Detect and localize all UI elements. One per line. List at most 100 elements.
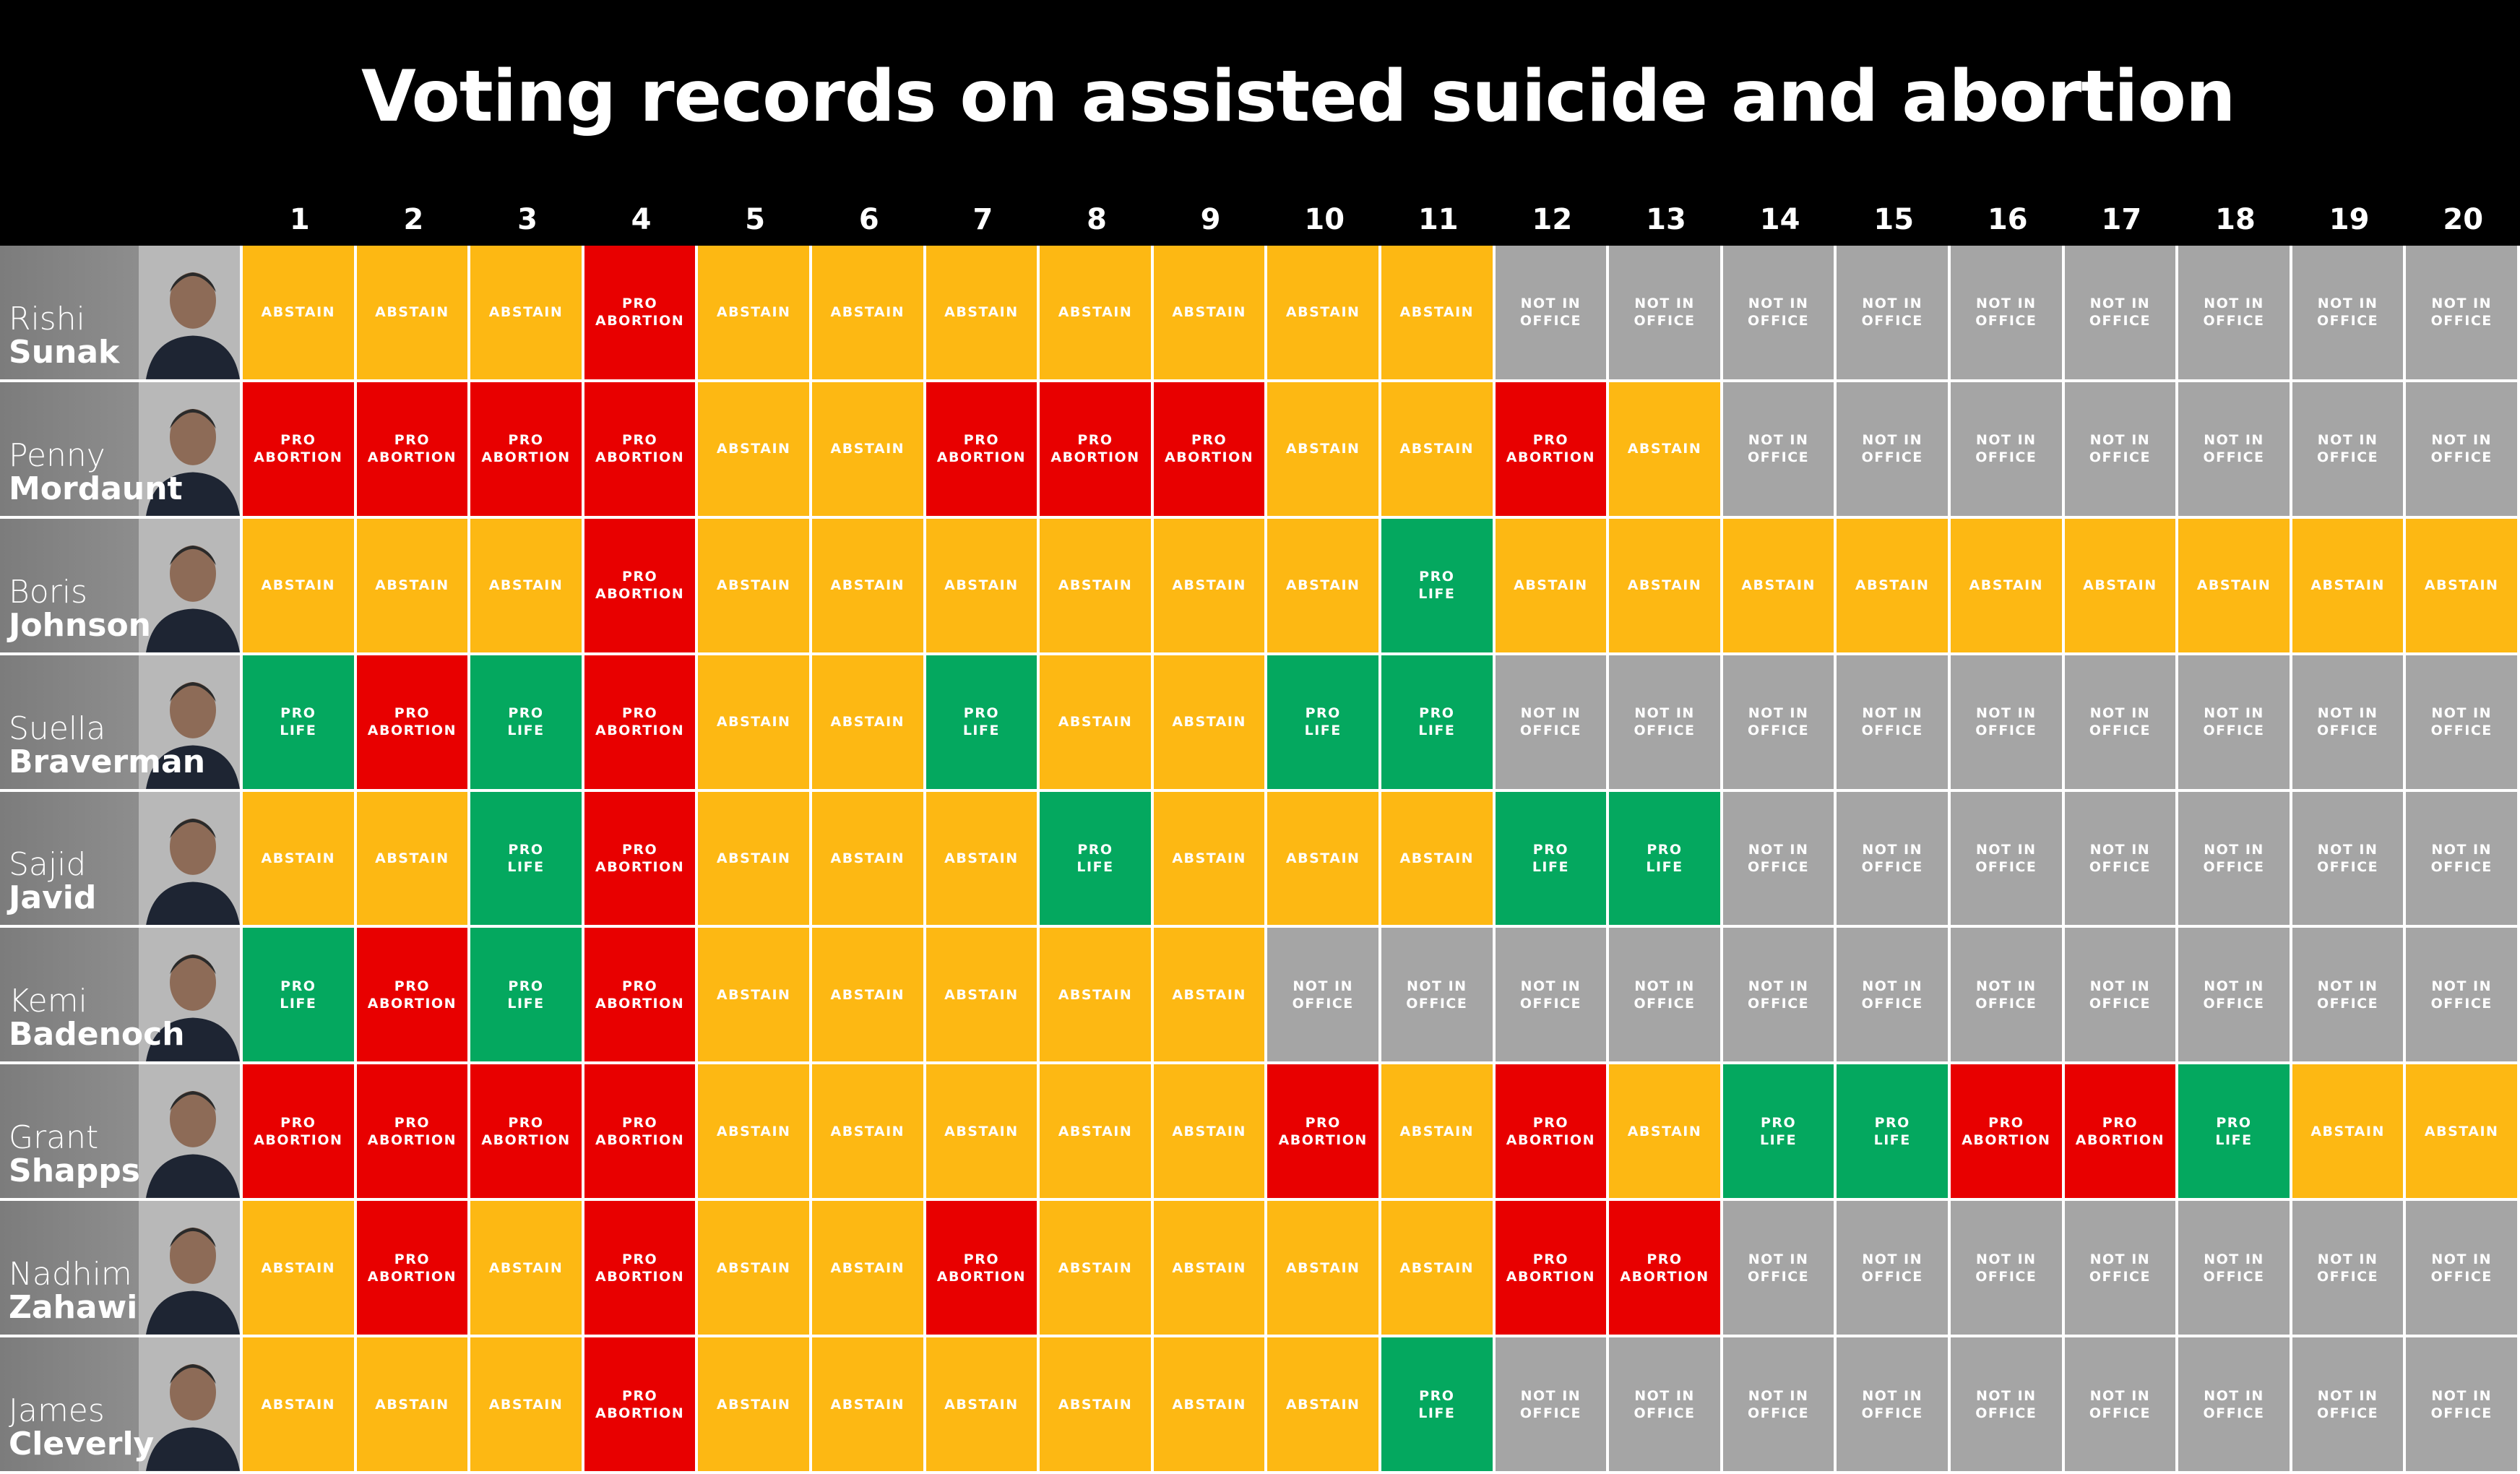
vote-cell: ABSTAIN xyxy=(812,791,926,928)
vote-cell: ABSTAIN xyxy=(470,1201,584,1338)
vote-cell: NOT IN OFFICE xyxy=(2292,1337,2407,1474)
vote-cell: NOT IN OFFICE xyxy=(1722,246,1837,382)
vote-cell: PRO LIFE xyxy=(1040,791,1154,928)
vote-cell: NOT IN OFFICE xyxy=(1722,655,1837,792)
vote-cell: PRO LIFE xyxy=(243,928,357,1065)
vote-cell: ABSTAIN xyxy=(1040,1064,1154,1202)
vote-cell: PRO LIFE xyxy=(1609,791,1723,928)
vote-cell: NOT IN OFFICE xyxy=(2178,1201,2292,1338)
portrait xyxy=(139,382,240,516)
corner xyxy=(0,194,243,246)
vote-cell: NOT IN OFFICE xyxy=(1837,1201,1951,1338)
portrait xyxy=(139,655,240,789)
column-header: 15 xyxy=(1837,194,1951,246)
last-name: Braverman xyxy=(9,743,206,780)
name-text: Kemi Badenoch xyxy=(9,985,185,1051)
name-text: Sajid Javid xyxy=(9,848,96,915)
vote-cell: PRO LIFE xyxy=(1837,1064,1951,1202)
member-name: Rishi Sunak xyxy=(0,246,243,382)
vote-cell: NOT IN OFFICE xyxy=(2406,655,2520,792)
vote-cell: ABSTAIN xyxy=(470,1337,584,1474)
column-header: 12 xyxy=(1495,194,1610,246)
vote-cell: ABSTAIN xyxy=(812,1064,926,1202)
last-name: Badenoch xyxy=(9,1016,185,1053)
vote-cell: NOT IN OFFICE xyxy=(2406,1201,2520,1338)
vote-cell: ABSTAIN xyxy=(356,791,471,928)
vote-cell: PRO ABORTION xyxy=(356,1201,471,1338)
vote-cell: NOT IN OFFICE xyxy=(1495,1337,1610,1474)
vote-cell: ABSTAIN xyxy=(925,246,1040,382)
column-header: 9 xyxy=(1153,194,1268,246)
column-header: 5 xyxy=(698,194,812,246)
last-name: Javid xyxy=(9,879,97,917)
portrait xyxy=(139,791,240,926)
vote-cell: ABSTAIN xyxy=(1722,518,1837,655)
vote-cell: ABSTAIN xyxy=(1381,791,1496,928)
vote-cell: PRO ABORTION xyxy=(470,1064,584,1202)
member-name: James Cleverly xyxy=(0,1337,243,1474)
vote-cell: ABSTAIN xyxy=(243,246,357,382)
vote-cell: ABSTAIN xyxy=(1495,518,1610,655)
vote-cell: ABSTAIN xyxy=(356,1337,471,1474)
vote-cell: ABSTAIN xyxy=(698,518,812,655)
vote-cell: ABSTAIN xyxy=(698,246,812,382)
last-name: Mordaunt xyxy=(9,470,183,507)
vote-cell: PRO ABORTION xyxy=(584,1064,699,1202)
vote-cell: NOT IN OFFICE xyxy=(1495,246,1610,382)
vote-cell: PRO LIFE xyxy=(1722,1064,1837,1202)
vote-cell: PRO ABORTION xyxy=(584,655,699,792)
vote-cell: ABSTAIN xyxy=(470,246,584,382)
title: Voting records on assisted suicide and a… xyxy=(0,0,2520,194)
vote-cell: PRO ABORTION xyxy=(584,382,699,519)
column-header: 14 xyxy=(1722,194,1837,246)
vote-cell: PRO LIFE xyxy=(1381,655,1496,792)
vote-cell: ABSTAIN xyxy=(1609,382,1723,519)
vote-cell: ABSTAIN xyxy=(1381,382,1496,519)
vote-cell: PRO ABORTION xyxy=(356,382,471,519)
vote-cell: PRO ABORTION xyxy=(470,382,584,519)
vote-cell: ABSTAIN xyxy=(1040,655,1154,792)
vote-cell: ABSTAIN xyxy=(925,791,1040,928)
vote-cell: NOT IN OFFICE xyxy=(2064,928,2179,1065)
vote-cell: PRO LIFE xyxy=(470,791,584,928)
vote-cell: PRO LIFE xyxy=(1381,1337,1496,1474)
vote-cell: ABSTAIN xyxy=(1153,1064,1268,1202)
vote-cell: PRO ABORTION xyxy=(356,1064,471,1202)
column-header: 7 xyxy=(925,194,1040,246)
vote-cell: ABSTAIN xyxy=(812,1337,926,1474)
vote-cell: NOT IN OFFICE xyxy=(2406,246,2520,382)
name-text: Boris Johnson xyxy=(9,575,151,642)
vote-cell: PRO ABORTION xyxy=(584,246,699,382)
vote-cell: PRO ABORTION xyxy=(925,1201,1040,1338)
vote-cell: NOT IN OFFICE xyxy=(2178,791,2292,928)
vote-cell: NOT IN OFFICE xyxy=(2292,382,2407,519)
column-header: 17 xyxy=(2064,194,2179,246)
vote-cell: NOT IN OFFICE xyxy=(2178,382,2292,519)
first-name: James xyxy=(9,1392,105,1429)
vote-cell: ABSTAIN xyxy=(470,518,584,655)
vote-cell: ABSTAIN xyxy=(925,518,1040,655)
vote-cell: NOT IN OFFICE xyxy=(2178,655,2292,792)
vote-cell: ABSTAIN xyxy=(812,246,926,382)
vote-cell: PRO ABORTION xyxy=(584,518,699,655)
vote-cell: PRO ABORTION xyxy=(1267,1064,1381,1202)
vote-cell: NOT IN OFFICE xyxy=(1609,1337,1723,1474)
vote-cell: NOT IN OFFICE xyxy=(1722,791,1837,928)
vote-cell: NOT IN OFFICE xyxy=(2178,1337,2292,1474)
vote-cell: ABSTAIN xyxy=(243,1337,357,1474)
vote-cell: NOT IN OFFICE xyxy=(2292,655,2407,792)
member-name: Boris Johnson xyxy=(0,518,243,655)
vote-cell: ABSTAIN xyxy=(1040,1337,1154,1474)
vote-cell: ABSTAIN xyxy=(2178,518,2292,655)
vote-cell: PRO ABORTION xyxy=(925,382,1040,519)
vote-cell: NOT IN OFFICE xyxy=(2292,246,2407,382)
column-header: 13 xyxy=(1609,194,1723,246)
vote-cell: ABSTAIN xyxy=(1381,1064,1496,1202)
portrait xyxy=(139,1337,240,1471)
vote-cell: NOT IN OFFICE xyxy=(2406,382,2520,519)
first-name: Grant xyxy=(9,1119,99,1157)
vote-cell: ABSTAIN xyxy=(1153,518,1268,655)
portrait xyxy=(139,1201,240,1335)
column-header: 16 xyxy=(1951,194,2065,246)
vote-cell: NOT IN OFFICE xyxy=(1495,928,1610,1065)
